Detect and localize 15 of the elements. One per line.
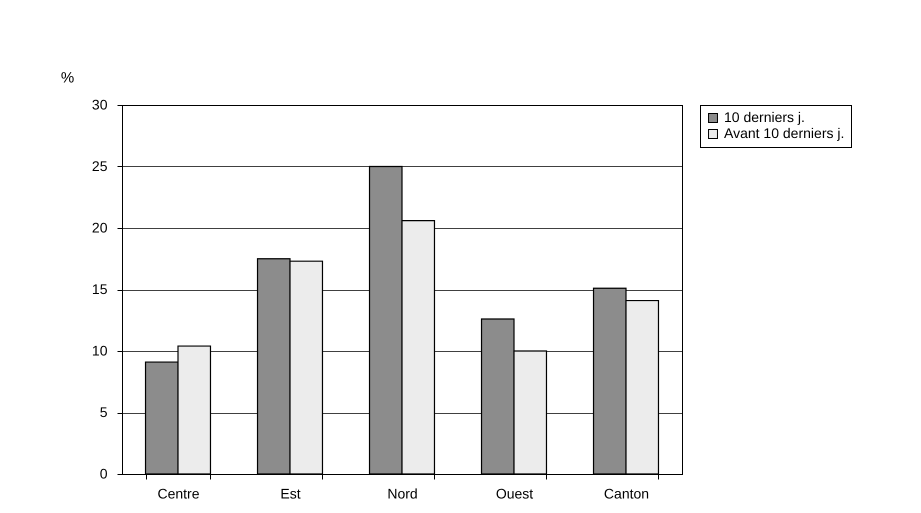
x-tick-label: Canton [604,486,650,502]
x-tick-label: Centre [157,486,200,502]
y-axis-title: % [60,70,74,86]
x-tick-label: Nord [387,486,418,502]
y-tick-label: 30 [92,96,108,112]
y-tick-label: 20 [92,220,108,236]
legend-label: Avant 10 derniers j. [724,125,844,141]
legend-label: 10 derniers j. [724,109,805,125]
x-tick-label: Ouest [496,486,534,502]
y-tick-label: 5 [100,404,108,420]
y-tick-label: 10 [92,342,108,358]
y-tick-label: 15 [92,281,108,297]
y-tick-label: 25 [92,158,108,174]
y-tick-label: 0 [100,466,108,482]
x-tick-label: Est [280,486,301,502]
